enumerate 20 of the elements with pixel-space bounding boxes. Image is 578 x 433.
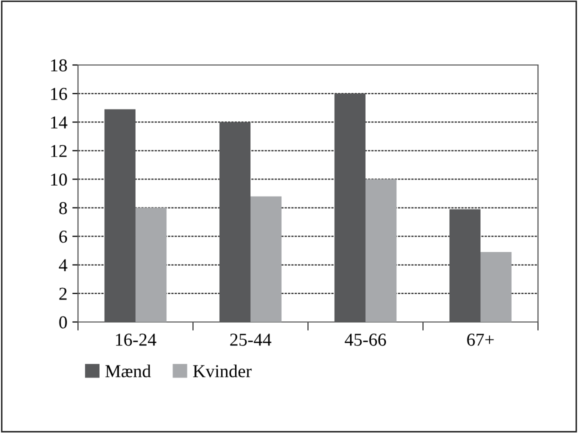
x-tick-label: 67+	[467, 334, 494, 346]
y-tick-label: 8	[59, 202, 67, 214]
x-tick-label: 25-44	[230, 334, 272, 346]
bar	[366, 179, 397, 322]
y-tick-label: 2	[59, 288, 67, 300]
y-tick-label: 10	[51, 173, 67, 186]
bar	[136, 208, 167, 322]
legend-label: Mænd	[105, 364, 151, 378]
legend-label: Kvinder	[193, 364, 252, 378]
bar	[480, 252, 512, 322]
y-tick-label: 16	[51, 88, 68, 100]
y-tick-label: 18	[51, 59, 67, 72]
x-tick-label: 45-66	[344, 334, 386, 346]
y-tick-label: 0	[59, 316, 67, 328]
y-tick-label: 14	[51, 116, 68, 128]
y-tick-label: 6	[59, 230, 68, 243]
y-tick-label: 4	[58, 259, 68, 272]
x-tick-label: 16-24	[116, 334, 156, 346]
y-tick-label: 12	[51, 144, 67, 157]
bar	[250, 196, 282, 322]
